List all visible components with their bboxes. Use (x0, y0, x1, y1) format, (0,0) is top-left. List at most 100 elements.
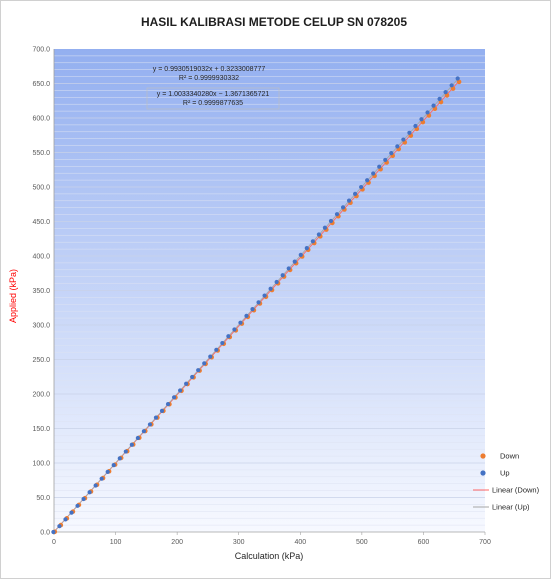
point-down (450, 86, 456, 91)
point-up (147, 422, 153, 427)
point-up (99, 476, 104, 481)
y-tick-label: 700.0 (32, 47, 50, 54)
y-tick-label: 400.0 (32, 254, 50, 261)
point-up (365, 178, 370, 183)
legend-up-label: Up (500, 469, 510, 478)
point-up (346, 198, 352, 203)
point-up (123, 449, 128, 454)
point-up (377, 164, 382, 169)
point-up (395, 144, 400, 149)
point-up (413, 123, 418, 129)
point-up (202, 361, 207, 366)
point-up (389, 151, 394, 156)
legend-linear-down-label: Linear (Down) (492, 486, 540, 495)
legend-down-label: Down (500, 452, 519, 461)
point-up (208, 354, 213, 359)
point-up (244, 313, 249, 319)
point-down (456, 79, 462, 85)
point-up (286, 266, 291, 271)
point-up (135, 435, 140, 441)
r2-up: R² = 0.9999877635 (183, 100, 243, 107)
point-up (383, 157, 388, 163)
y-tick-label: 350.0 (32, 288, 50, 295)
point-up (431, 103, 436, 108)
y-tick-label: 500.0 (32, 185, 50, 192)
point-up (443, 89, 448, 95)
point-up (334, 212, 340, 217)
y-tick-label: 150.0 (32, 426, 50, 433)
point-up (316, 232, 321, 237)
point-up (353, 191, 358, 196)
point-up (111, 463, 116, 468)
point-up (292, 259, 297, 264)
y-tick-label: 600.0 (32, 116, 50, 123)
x-tick-label: 300 (233, 539, 245, 546)
point-up (220, 340, 225, 346)
x-tick-label: 600 (418, 539, 430, 546)
point-up (238, 320, 243, 325)
point-up (371, 171, 376, 176)
grid-layer (54, 55, 485, 526)
point-up (455, 76, 460, 81)
y-tick-label: 450.0 (32, 219, 50, 226)
point-up (171, 395, 177, 400)
point-up (328, 218, 334, 224)
point-up (256, 300, 261, 305)
point-up (298, 252, 303, 257)
point-up (81, 496, 86, 502)
y-tick-label: 200.0 (32, 392, 50, 399)
point-up (51, 529, 56, 535)
point-up (129, 442, 134, 447)
point-up (262, 293, 267, 298)
y-tick-label: 250.0 (32, 357, 50, 364)
x-tick-label: 400 (294, 539, 306, 546)
point-up (159, 408, 165, 413)
point-up (141, 429, 147, 434)
point-up (340, 205, 346, 210)
point-up (310, 239, 315, 244)
legend-down-marker (480, 453, 486, 459)
y-tick-label: 650.0 (32, 81, 50, 88)
points-layer (51, 76, 462, 535)
equation-up: y = 1.0033340280x − 1.3671365721 (157, 91, 270, 98)
equation-up-box (146, 87, 280, 110)
x-tick-label: 0 (52, 539, 56, 546)
y-tick-label: 0.0 (40, 530, 50, 537)
x-tick-label: 100 (110, 539, 122, 546)
point-up (268, 286, 273, 291)
point-up (401, 137, 406, 142)
point-up (117, 456, 122, 461)
point-up (165, 401, 171, 407)
equation-down: y = 0.9930519032x + 0.3233008777 (153, 66, 266, 73)
point-up (69, 510, 74, 515)
point-up (196, 368, 201, 373)
point-up (419, 117, 424, 122)
point-up (407, 130, 412, 135)
point-up (93, 483, 98, 488)
point-up (75, 503, 80, 508)
point-up (322, 225, 328, 230)
x-axis-title: Calculation (kPa) (235, 551, 304, 561)
point-up (250, 307, 255, 312)
y-axis-title: Applied (kPa) (8, 269, 18, 323)
point-up (184, 381, 189, 386)
point-up (232, 327, 237, 332)
point-up (226, 334, 231, 339)
chart-title: HASIL KALIBRASI METODE CELUP SN 078205 (141, 15, 407, 29)
point-up (57, 524, 62, 529)
legend-up-marker (480, 470, 486, 476)
point-up (359, 184, 364, 190)
equation-layer: y = 0.9930519032x + 0.3233008777 R² = 0.… (146, 66, 280, 110)
y-tick-label: 100.0 (32, 461, 50, 468)
point-up (178, 388, 183, 393)
x-tick-label: 200 (171, 539, 183, 546)
point-up (437, 96, 442, 101)
x-tick-label: 700 (479, 539, 491, 546)
y-tick-label: 300.0 (32, 323, 50, 330)
point-up (214, 347, 219, 352)
point-up (87, 490, 92, 495)
point-up (274, 279, 279, 285)
point-up (449, 83, 454, 88)
